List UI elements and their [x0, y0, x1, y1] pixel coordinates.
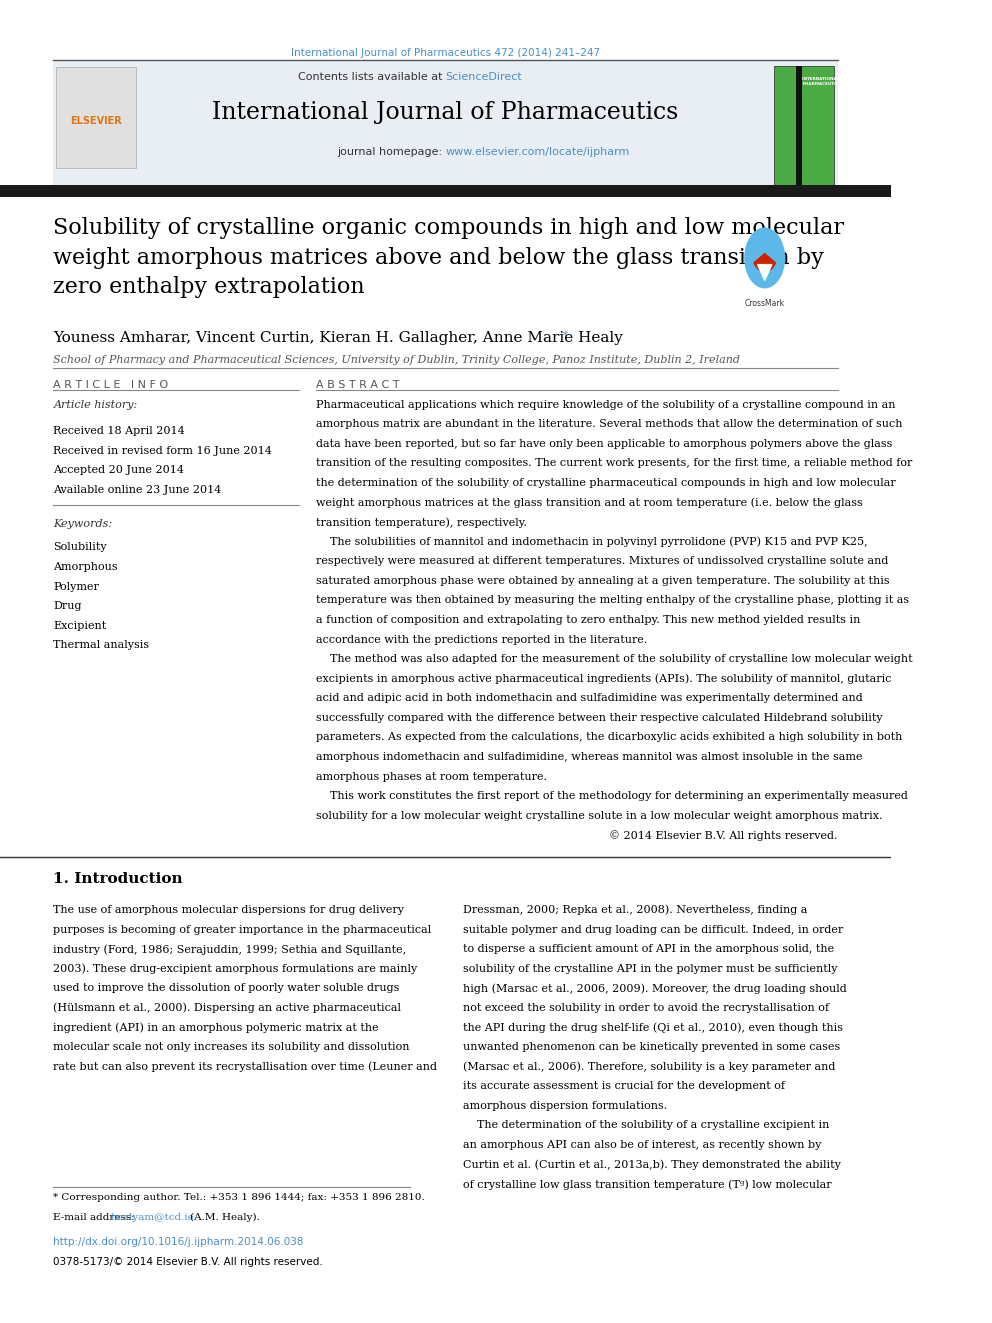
Text: (Hülsmann et al., 2000). Dispersing an active pharmaceutical: (Hülsmann et al., 2000). Dispersing an a…: [54, 1003, 402, 1013]
Text: suitable polymer and drug loading can be difficult. Indeed, in order: suitable polymer and drug loading can be…: [463, 925, 844, 934]
Text: A B S T R A C T: A B S T R A C T: [316, 380, 400, 390]
Text: used to improve the dissolution of poorly water soluble drugs: used to improve the dissolution of poorl…: [54, 983, 400, 994]
Text: Received in revised form 16 June 2014: Received in revised form 16 June 2014: [54, 446, 273, 455]
Text: Pharmaceutical applications which require knowledge of the solubility of a cryst: Pharmaceutical applications which requir…: [316, 400, 896, 410]
Text: of crystalline low glass transition temperature (Tᵍ) low molecular: of crystalline low glass transition temp…: [463, 1179, 832, 1189]
FancyBboxPatch shape: [796, 66, 803, 185]
Text: excipients in amorphous active pharmaceutical ingredients (APIs). The solubility: excipients in amorphous active pharmaceu…: [316, 673, 892, 684]
Text: Article history:: Article history:: [54, 400, 138, 410]
Text: amorphous indomethacin and sulfadimidine, whereas mannitol was almost insoluble : amorphous indomethacin and sulfadimidine…: [316, 751, 863, 762]
Text: A R T I C L E   I N F O: A R T I C L E I N F O: [54, 380, 169, 390]
Text: The method was also adapted for the measurement of the solubility of crystalline: The method was also adapted for the meas…: [316, 654, 913, 664]
Text: transition of the resulting composites. The current work presents, for the first: transition of the resulting composites. …: [316, 458, 913, 468]
Text: The determination of the solubility of a crystalline excipient in: The determination of the solubility of a…: [463, 1121, 830, 1130]
Text: 0378-5173/© 2014 Elsevier B.V. All rights reserved.: 0378-5173/© 2014 Elsevier B.V. All right…: [54, 1257, 323, 1267]
Text: molecular scale not only increases its solubility and dissolution: molecular scale not only increases its s…: [54, 1043, 410, 1052]
Text: accordance with the predictions reported in the literature.: accordance with the predictions reported…: [316, 635, 648, 644]
Text: Available online 23 June 2014: Available online 23 June 2014: [54, 484, 222, 495]
Text: Solubility: Solubility: [54, 542, 107, 553]
Text: Solubility of crystalline organic compounds in high and low molecular
weight amo: Solubility of crystalline organic compou…: [54, 217, 844, 298]
FancyBboxPatch shape: [774, 66, 834, 185]
Text: Polymer: Polymer: [54, 582, 99, 591]
Text: Thermal analysis: Thermal analysis: [54, 640, 150, 651]
Text: Curtin et al. (Curtin et al., 2013a,b). They demonstrated the ability: Curtin et al. (Curtin et al., 2013a,b). …: [463, 1159, 841, 1170]
Text: temperature was then obtained by measuring the melting enthalpy of the crystalli: temperature was then obtained by measuri…: [316, 595, 910, 606]
Text: parameters. As expected from the calculations, the dicarboxylic acids exhibited : parameters. As expected from the calcula…: [316, 733, 903, 742]
Text: Amorphous: Amorphous: [54, 562, 118, 572]
Text: amorphous phases at room temperature.: amorphous phases at room temperature.: [316, 771, 548, 782]
Text: purposes is becoming of greater importance in the pharmaceutical: purposes is becoming of greater importan…: [54, 925, 432, 934]
Text: transition temperature), respectively.: transition temperature), respectively.: [316, 517, 528, 528]
Text: ScienceDirect: ScienceDirect: [445, 71, 523, 82]
Text: International Journal of Pharmaceutics 472 (2014) 241–247: International Journal of Pharmaceutics 4…: [291, 48, 600, 58]
Text: solubility of the crystalline API in the polymer must be sufficiently: solubility of the crystalline API in the…: [463, 963, 838, 974]
Text: respectively were measured at different temperatures. Mixtures of undissolved cr: respectively were measured at different …: [316, 556, 889, 566]
Text: INTERNATIONAL JOURNAL OF
PHARMACEUTICS: INTERNATIONAL JOURNAL OF PHARMACEUTICS: [803, 77, 870, 86]
FancyBboxPatch shape: [54, 60, 838, 188]
Text: Keywords:: Keywords:: [54, 519, 113, 529]
Text: the API during the drug shelf-life (Qi et al., 2010), even though this: the API during the drug shelf-life (Qi e…: [463, 1023, 843, 1033]
Text: (Marsac et al., 2006). Therefore, solubility is a key parameter and: (Marsac et al., 2006). Therefore, solubi…: [463, 1061, 836, 1072]
Text: journal homepage:: journal homepage:: [337, 147, 445, 157]
Text: School of Pharmacy and Pharmaceutical Sciences, University of Dublin, Trinity Co: School of Pharmacy and Pharmaceutical Sc…: [54, 355, 740, 365]
Text: successfully compared with the difference between their respective calculated Hi: successfully compared with the differenc…: [316, 713, 883, 722]
Text: unwanted phenomenon can be kinetically prevented in some cases: unwanted phenomenon can be kinetically p…: [463, 1043, 840, 1052]
Text: to disperse a sufficient amount of API in the amorphous solid, the: to disperse a sufficient amount of API i…: [463, 945, 834, 954]
Text: rate but can also prevent its recrystallisation over time (Leuner and: rate but can also prevent its recrystall…: [54, 1061, 437, 1072]
Text: CrossMark: CrossMark: [745, 299, 785, 308]
Text: Contents lists available at: Contents lists available at: [298, 71, 445, 82]
Text: 1. Introduction: 1. Introduction: [54, 872, 184, 886]
Text: 2003). These drug-excipient amorphous formulations are mainly: 2003). These drug-excipient amorphous fo…: [54, 963, 418, 974]
Text: The solubilities of mannitol and indomethacin in polyvinyl pyrrolidone (PVP) K15: The solubilities of mannitol and indomet…: [316, 537, 868, 548]
Text: weight amorphous matrices at the glass transition and at room temperature (i.e. : weight amorphous matrices at the glass t…: [316, 497, 863, 508]
Text: acid and adipic acid in both indomethacin and sulfadimidine was experimentally d: acid and adipic acid in both indomethaci…: [316, 693, 863, 704]
Text: high (Marsac et al., 2006, 2009). Moreover, the drug loading should: high (Marsac et al., 2006, 2009). Moreov…: [463, 983, 847, 994]
Text: solubility for a low molecular weight crystalline solute in a low molecular weig: solubility for a low molecular weight cr…: [316, 811, 883, 820]
Text: amorphous matrix are abundant in the literature. Several methods that allow the : amorphous matrix are abundant in the lit…: [316, 419, 903, 429]
Text: This work constitutes the first report of the methodology for determining an exp: This work constitutes the first report o…: [316, 791, 909, 802]
Text: International Journal of Pharmaceutics: International Journal of Pharmaceutics: [212, 101, 679, 123]
Text: not exceed the solubility in order to avoid the recrystallisation of: not exceed the solubility in order to av…: [463, 1003, 829, 1013]
Text: Youness Amharar, Vincent Curtin, Kieran H. Gallagher, Anne Marie Healy: Youness Amharar, Vincent Curtin, Kieran …: [54, 331, 623, 345]
Text: * Corresponding author. Tel.: +353 1 896 1444; fax: +353 1 896 2810.: * Corresponding author. Tel.: +353 1 896…: [54, 1193, 426, 1203]
Polygon shape: [758, 265, 772, 280]
Text: The use of amorphous molecular dispersions for drug delivery: The use of amorphous molecular dispersio…: [54, 905, 405, 916]
Text: www.elsevier.com/locate/ijpharm: www.elsevier.com/locate/ijpharm: [445, 147, 630, 157]
Text: (A.M. Healy).: (A.M. Healy).: [189, 1213, 260, 1222]
Text: Drug: Drug: [54, 601, 82, 611]
Text: Received 18 April 2014: Received 18 April 2014: [54, 426, 186, 437]
Text: Excipient: Excipient: [54, 620, 107, 631]
Text: http://dx.doi.org/10.1016/j.ijpharm.2014.06.038: http://dx.doi.org/10.1016/j.ijpharm.2014…: [54, 1237, 304, 1248]
Text: Accepted 20 June 2014: Accepted 20 June 2014: [54, 466, 185, 475]
Text: E-mail address:: E-mail address:: [54, 1213, 139, 1222]
Text: saturated amorphous phase were obtained by annealing at a given temperature. The: saturated amorphous phase were obtained …: [316, 576, 890, 586]
Text: an amorphous API can also be of interest, as recently shown by: an amorphous API can also be of interest…: [463, 1140, 821, 1150]
Text: the determination of the solubility of crystalline pharmaceutical compounds in h: the determination of the solubility of c…: [316, 478, 896, 488]
Text: a function of composition and extrapolating to zero enthalpy. This new method yi: a function of composition and extrapolat…: [316, 615, 861, 624]
FancyBboxPatch shape: [0, 185, 891, 197]
Text: © 2014 Elsevier B.V. All rights reserved.: © 2014 Elsevier B.V. All rights reserved…: [609, 831, 838, 841]
Text: amorphous dispersion formulations.: amorphous dispersion formulations.: [463, 1101, 668, 1111]
FancyBboxPatch shape: [57, 67, 136, 168]
Text: ELSEVIER: ELSEVIER: [70, 116, 122, 127]
Text: *: *: [558, 331, 568, 341]
Circle shape: [744, 228, 786, 288]
Text: Dressman, 2000; Repka et al., 2008). Nevertheless, finding a: Dressman, 2000; Repka et al., 2008). Nev…: [463, 905, 807, 916]
Text: industry (Ford, 1986; Serajuddin, 1999; Sethia and Squillante,: industry (Ford, 1986; Serajuddin, 1999; …: [54, 945, 407, 955]
Text: ingredient (API) in an amorphous polymeric matrix at the: ingredient (API) in an amorphous polymer…: [54, 1023, 379, 1033]
Wedge shape: [753, 253, 776, 273]
Text: healyam@tcd.ie: healyam@tcd.ie: [110, 1213, 194, 1222]
Text: data have been reported, but so far have only been applicable to amorphous polym: data have been reported, but so far have…: [316, 439, 893, 448]
Text: its accurate assessment is crucial for the development of: its accurate assessment is crucial for t…: [463, 1081, 786, 1091]
